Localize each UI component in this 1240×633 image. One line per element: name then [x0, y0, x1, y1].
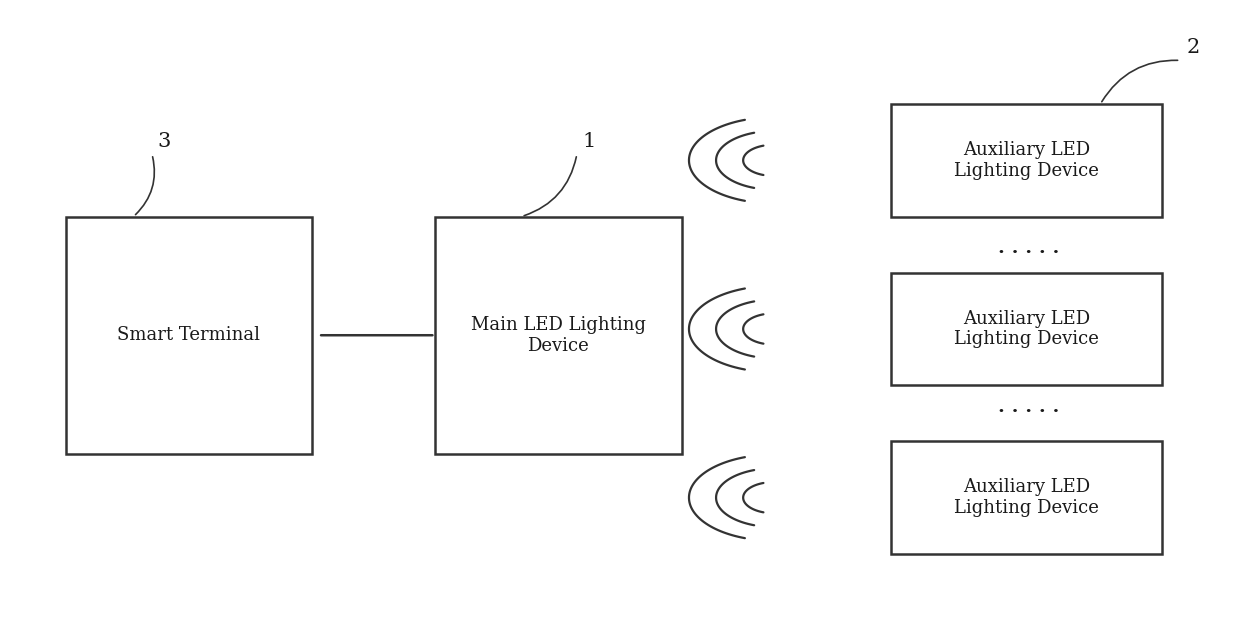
FancyBboxPatch shape — [66, 216, 312, 454]
Text: Smart Terminal: Smart Terminal — [118, 326, 260, 344]
Text: 2: 2 — [1187, 39, 1199, 58]
Text: Auxiliary LED
Lighting Device: Auxiliary LED Lighting Device — [954, 479, 1099, 517]
Text: 1: 1 — [583, 132, 596, 151]
Text: . . . . .: . . . . . — [998, 398, 1060, 416]
Text: Auxiliary LED
Lighting Device: Auxiliary LED Lighting Device — [954, 310, 1099, 348]
Text: Main LED Lighting
Device: Main LED Lighting Device — [471, 316, 646, 354]
FancyBboxPatch shape — [435, 216, 682, 454]
Text: 3: 3 — [157, 132, 171, 151]
Text: Auxiliary LED
Lighting Device: Auxiliary LED Lighting Device — [954, 141, 1099, 180]
FancyBboxPatch shape — [892, 273, 1162, 385]
FancyBboxPatch shape — [892, 104, 1162, 216]
Text: . . . . .: . . . . . — [998, 239, 1060, 257]
FancyBboxPatch shape — [892, 441, 1162, 554]
